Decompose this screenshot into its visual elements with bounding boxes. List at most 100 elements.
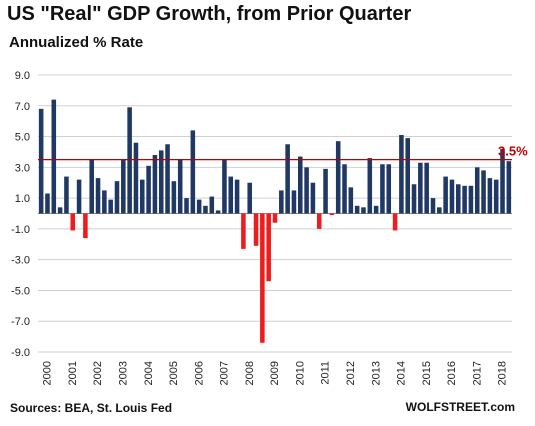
bar xyxy=(114,181,120,214)
bar xyxy=(45,193,50,214)
bar xyxy=(203,205,208,214)
bar xyxy=(64,176,69,214)
y-tick-label: 3.0 xyxy=(15,162,30,174)
bar xyxy=(260,213,265,343)
y-axis: 9.0 7.0 5.0 3.0 1.0 -1.0 -3.0 -5.0 -7.0 -9.0 xyxy=(11,70,30,359)
bar xyxy=(152,155,158,214)
bar xyxy=(361,207,366,214)
x-tick-label: 2009 xyxy=(269,361,281,385)
bar xyxy=(279,190,284,214)
bar xyxy=(165,144,170,214)
bar xyxy=(329,213,335,216)
bar xyxy=(38,108,44,214)
x-tick-label: 2013 xyxy=(370,361,382,385)
bar xyxy=(424,162,429,214)
y-tick-label: -3.0 xyxy=(11,255,30,267)
x-tick-label: 2002 xyxy=(92,361,104,385)
bar xyxy=(449,179,455,214)
bar xyxy=(215,210,221,214)
bar xyxy=(493,179,499,214)
bar xyxy=(316,213,322,229)
bar xyxy=(443,176,448,214)
chart-subtitle: Annualized % Rate xyxy=(9,34,144,51)
x-tick-label: 2008 xyxy=(244,361,256,385)
bar xyxy=(133,142,139,214)
bar xyxy=(108,199,113,214)
x-tick-label: 2005 xyxy=(168,361,180,385)
bar xyxy=(506,161,512,214)
bar xyxy=(456,184,461,214)
bar xyxy=(234,179,240,214)
bar xyxy=(209,196,215,214)
bar xyxy=(481,170,486,214)
bar xyxy=(158,150,164,214)
x-tick-label: 2014 xyxy=(396,361,408,385)
y-tick-label: 1.0 xyxy=(15,193,30,205)
x-axis: 2000 2001 2002 2003 2004 2005 2006 2007 2008 2009… xyxy=(42,361,509,385)
bar xyxy=(70,213,76,231)
y-tick-label: 5.0 xyxy=(15,132,30,144)
bar xyxy=(57,207,63,214)
x-tick-label: 2012 xyxy=(345,361,357,385)
x-tick-label: 2006 xyxy=(193,361,205,385)
source-note: Sources: BEA, St. Louis Fed xyxy=(10,401,173,415)
bar xyxy=(285,144,290,214)
bar xyxy=(342,164,347,214)
bar xyxy=(247,182,252,214)
x-tick-label: 2001 xyxy=(67,361,79,385)
bar xyxy=(190,130,196,214)
y-tick-label: 7.0 xyxy=(15,101,30,113)
bar xyxy=(373,205,379,214)
x-tick-label: 2016 xyxy=(446,361,458,385)
bar xyxy=(146,165,151,214)
bar xyxy=(304,167,309,214)
y-tick-label: -1.0 xyxy=(11,224,30,236)
y-tick-label: -5.0 xyxy=(11,285,30,297)
x-tick-label: 2018 xyxy=(497,361,509,385)
reference-line-group: 3.5% xyxy=(38,144,528,161)
y-tick-label: 9.0 xyxy=(15,70,30,82)
bar xyxy=(437,207,442,214)
bar xyxy=(253,213,259,246)
x-tick-label: 2000 xyxy=(42,361,54,385)
x-tick-label: 2007 xyxy=(219,361,231,385)
bar-series xyxy=(38,99,512,343)
bar xyxy=(272,213,278,223)
bar xyxy=(83,213,88,239)
bar xyxy=(323,168,328,214)
bar xyxy=(392,213,398,231)
bar xyxy=(399,135,404,214)
bar xyxy=(500,148,505,214)
x-tick-label: 2010 xyxy=(294,361,306,385)
bar xyxy=(102,190,107,214)
brand-label: WOLFSTREET.com xyxy=(405,400,515,414)
bar xyxy=(367,158,373,214)
bar xyxy=(380,164,385,214)
bar xyxy=(228,176,234,214)
y-tick-label: -9.0 xyxy=(11,347,30,359)
bar xyxy=(411,184,417,214)
chart-title: US "Real" GDP Growth, from Prior Quarter xyxy=(7,3,412,25)
y-tick-label: -7.0 xyxy=(11,316,30,328)
bar xyxy=(266,213,271,282)
bar xyxy=(171,181,177,214)
bar xyxy=(241,213,246,249)
bar xyxy=(487,178,493,214)
reference-line-label: 3.5% xyxy=(498,144,528,159)
x-tick-label: 2015 xyxy=(421,361,433,385)
bar xyxy=(177,159,183,214)
bar xyxy=(121,159,126,214)
bar xyxy=(474,167,480,214)
bar xyxy=(222,159,227,214)
bar xyxy=(76,179,82,214)
bar xyxy=(386,164,392,214)
bar xyxy=(354,205,360,214)
bar xyxy=(348,187,354,214)
bar xyxy=(462,185,467,214)
bar xyxy=(184,198,189,214)
bar xyxy=(430,198,436,214)
x-tick-label: 2017 xyxy=(471,361,483,385)
bar xyxy=(310,182,316,214)
bar xyxy=(291,190,297,214)
